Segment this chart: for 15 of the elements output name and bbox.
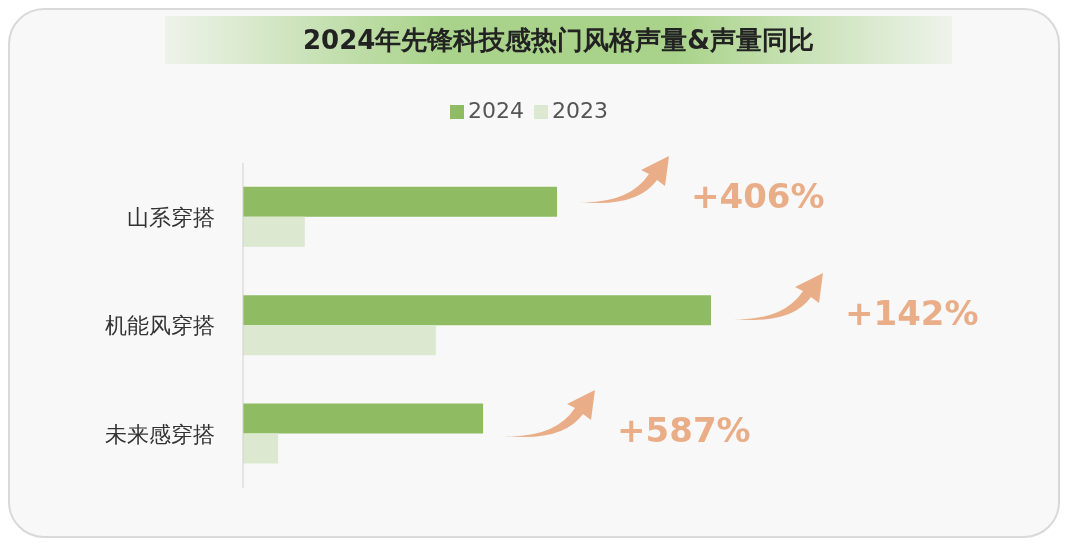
bar	[243, 433, 279, 464]
y-tick-label: 山系穿搭	[127, 204, 215, 230]
y-tick-label: 机能风穿搭	[105, 313, 215, 339]
chart-title: 2024年先锋科技感热门风格声量&声量同比	[165, 16, 952, 64]
bar	[243, 403, 484, 434]
bar	[243, 295, 711, 326]
bar	[243, 325, 436, 356]
legend-label: 2024	[468, 98, 524, 123]
text: +142%	[845, 293, 979, 333]
legend-label: 2023	[552, 98, 608, 123]
annotation: +406%	[691, 176, 825, 217]
bar	[243, 216, 305, 247]
bar	[243, 186, 558, 217]
y-tick-label: 未来感穿搭	[105, 421, 215, 447]
annotation: +587%	[617, 409, 751, 450]
